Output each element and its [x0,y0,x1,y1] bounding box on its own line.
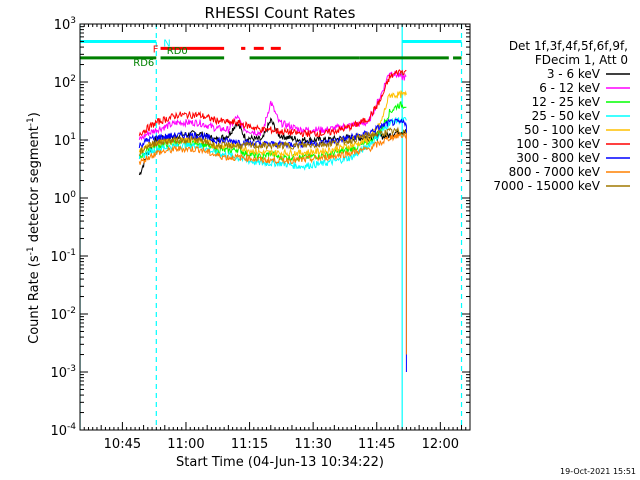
x-tick-label-1: 11:00 [167,437,204,452]
y-axis-label: Count Rate (s-1 detector segment-1) [26,112,42,344]
x-tick-label-3: 11:30 [294,437,331,452]
legend-label-5: 100 - 300 keV [516,137,600,151]
series-line-6 [138,118,407,372]
plot-area: NF RD0 RD6 [80,24,463,430]
y-tick-label-4: 10-1 [50,248,76,265]
legend-label-6: 300 - 800 keV [516,151,600,165]
x-tick-label-2: 11:15 [231,437,268,452]
x-tick-label-5: 12:00 [422,437,459,452]
legend-label-3: 25 - 50 keV [532,109,601,123]
series-line-7 [138,132,407,355]
legend-label-2: 12 - 25 keV [532,95,601,109]
series-line-4 [138,90,407,157]
legend-label-1: 6 - 12 keV [539,81,601,95]
chart-title: RHESSI Count Rates [205,4,356,22]
y-tick-label-1: 102 [54,74,76,91]
plot-frame [79,23,471,431]
series-line-0 [138,117,407,176]
legend-label-4: 50 - 100 keV [524,123,601,137]
x-tick-label-4: 11:45 [358,437,395,452]
y-tick-label-2: 101 [54,132,76,149]
flag-label-f: F [153,44,159,55]
timestamp-label: 19-Oct-2021 15:51 [560,467,636,476]
series-line-8 [138,126,407,156]
legend-header-0: Det 1f,3f,4f,5f,6f,9f, [509,39,628,53]
flag-label-n: N [163,38,170,49]
legend-label-7: 800 - 7000 keV [509,165,601,179]
x-tick-label-0: 10:45 [104,437,141,452]
y-tick-label-5: 10-2 [50,306,76,323]
plot-clip-group [80,24,463,430]
legend-header-1: FDecim 1, Att 0 [535,53,628,67]
y-tick-label-0: 103 [54,16,76,33]
legend: Det 1f,3f,4f,5f,6f,9f,FDecim 1, Att 03 -… [493,39,630,193]
axes: 103 102 101 100 10-1 10-2 10-3 10-4 10:45 11:00 11… [50,16,471,452]
series-line-5 [138,69,407,138]
x-axis-label: Start Time (04-Jun-13 10:34:22) [176,455,384,470]
flag-label-rd0: RD0 [167,46,188,57]
y-tick-label-7: 10-4 [50,422,76,439]
y-tick-label-6: 10-3 [50,364,76,381]
flag-label-rd6: RD6 [133,58,154,69]
legend-label-0: 3 - 6 keV [547,67,601,81]
legend-label-8: 7000 - 15000 keV [493,179,600,193]
y-tick-label-3: 100 [54,190,77,207]
